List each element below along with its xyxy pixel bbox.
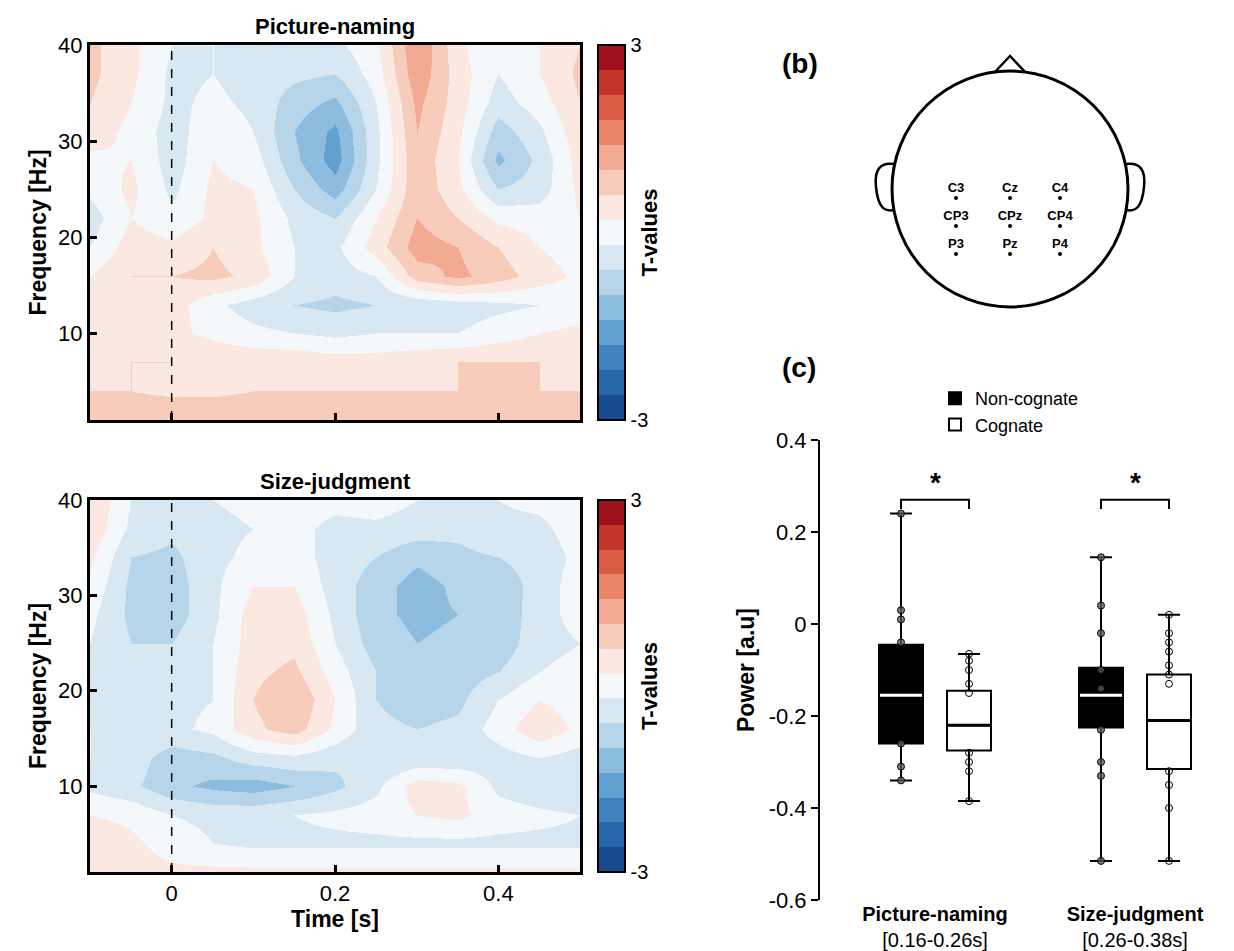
svg-text:-3: -3: [631, 409, 649, 431]
svg-text:0.2: 0.2: [776, 520, 807, 545]
svg-text:10: 10: [58, 774, 82, 799]
svg-text:*: *: [1130, 467, 1141, 498]
svg-text:20: 20: [58, 678, 82, 703]
html-text:(b): (b): [782, 48, 818, 79]
svg-text:Pz: Pz: [1002, 236, 1018, 251]
svg-text:T-values: T-values: [637, 642, 662, 730]
svg-text:3: 3: [631, 489, 642, 511]
svg-text:T-values: T-values: [637, 188, 662, 276]
svg-text:Power [a.u]: Power [a.u]: [733, 608, 759, 732]
svg-text:Picture-naming[0.16-0.26s]: Picture-naming[0.16-0.26s]: [862, 903, 1008, 951]
svg-text:0: 0: [794, 612, 806, 637]
html-text:(c): (c): [782, 352, 817, 383]
svg-text:0.4: 0.4: [483, 881, 514, 906]
svg-text:P4: P4: [1052, 236, 1069, 251]
svg-text:40: 40: [58, 33, 82, 58]
svg-text:C3: C3: [948, 180, 965, 195]
svg-text:Size-judgment: Size-judgment: [260, 469, 411, 494]
svg-text:0.2: 0.2: [320, 881, 351, 906]
svg-text:-3: -3: [631, 861, 649, 883]
svg-text:*: *: [930, 467, 941, 498]
svg-text:Time [s]: Time [s]: [291, 906, 379, 932]
svg-text:CP3: CP3: [943, 208, 968, 223]
svg-text:P3: P3: [948, 236, 964, 251]
svg-text:0: 0: [166, 881, 178, 906]
svg-text:Cz: Cz: [1002, 180, 1018, 195]
svg-text:CPz: CPz: [998, 208, 1023, 223]
svg-text:3: 3: [631, 34, 642, 56]
svg-text:C4: C4: [1052, 180, 1069, 195]
svg-text:30: 30: [58, 583, 82, 608]
svg-text:-0.2: -0.2: [769, 704, 807, 729]
svg-text:Frequency [Hz]: Frequency [Hz]: [25, 149, 51, 315]
svg-text:20: 20: [58, 225, 82, 250]
svg-text:Size-judgment[0.26-0.38s]: Size-judgment[0.26-0.38s]: [1067, 903, 1204, 951]
svg-text:Non-cognate: Non-cognate: [975, 389, 1078, 409]
svg-text:-0.6: -0.6: [769, 888, 807, 913]
svg-text:30: 30: [58, 129, 82, 154]
svg-text:CP4: CP4: [1047, 208, 1073, 223]
svg-text:Cognate: Cognate: [975, 416, 1043, 436]
svg-text:Picture-naming: Picture-naming: [255, 14, 415, 39]
svg-text:0.4: 0.4: [776, 428, 807, 453]
svg-text:Frequency [Hz]: Frequency [Hz]: [25, 603, 51, 769]
svg-text:10: 10: [58, 321, 82, 346]
svg-text:-0.4: -0.4: [769, 796, 807, 821]
svg-text:40: 40: [58, 488, 82, 513]
